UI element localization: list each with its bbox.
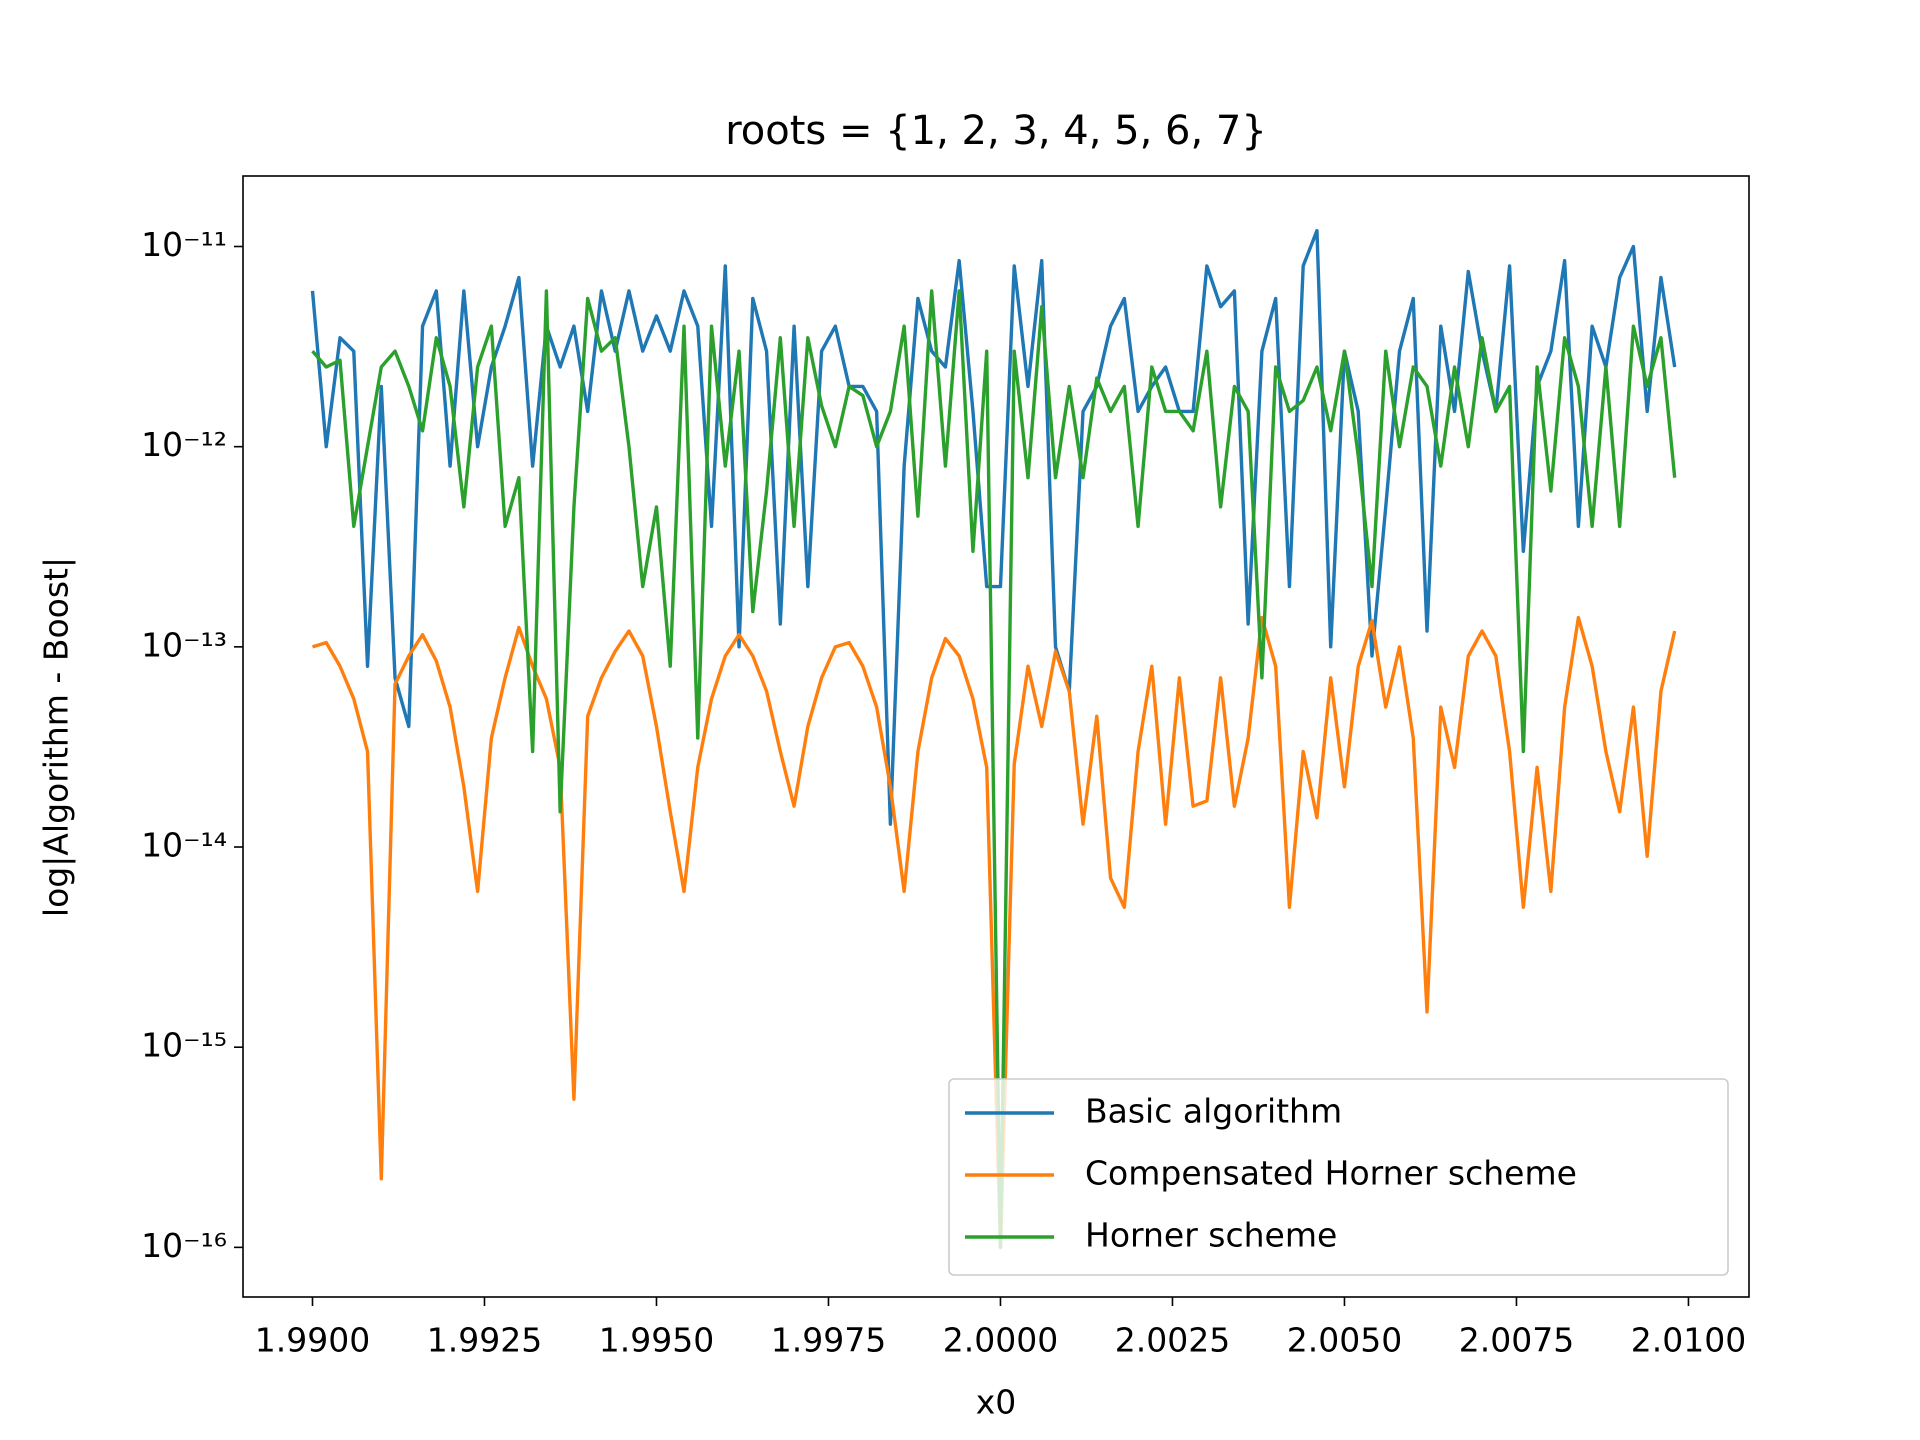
plot-frame (242, 175, 1750, 1298)
legend-label: Basic algorithm (1085, 1092, 1342, 1131)
x-tick-label: 2.0025 (1115, 1321, 1230, 1360)
x-tick-label: 1.9975 (771, 1321, 886, 1360)
series-line (311, 289, 1677, 1250)
x-tick-label: 1.9925 (427, 1321, 542, 1360)
x-tick-label: 2.0075 (1459, 1321, 1574, 1360)
x-tick-label: 1.9950 (599, 1321, 714, 1360)
chart-title: roots = {1, 2, 3, 4, 5, 6, 7} (725, 108, 1267, 154)
y-axis-label: log|Algorithm - Boost| (37, 557, 76, 917)
series-line (311, 615, 1677, 1250)
legend-label: Compensated Horner scheme (1085, 1154, 1577, 1193)
x-tick-label: 2.0050 (1287, 1321, 1402, 1360)
legend-label: Horner scheme (1085, 1216, 1337, 1255)
series-line (310, 228, 1677, 826)
legend-box (948, 1078, 1729, 1276)
x-tick-label: 2.0100 (1631, 1321, 1746, 1360)
x-tick-label: 1.9900 (255, 1321, 370, 1360)
y-tick-label: 10⁻¹⁵ (141, 1026, 227, 1065)
y-tick-label: 10⁻¹¹ (141, 225, 227, 264)
y-tick-label: 10⁻¹² (141, 425, 227, 464)
x-tick-label: 2.0000 (943, 1321, 1058, 1360)
y-tick-label: 10⁻¹⁴ (141, 826, 227, 865)
y-tick-label: 10⁻¹³ (141, 625, 227, 664)
y-tick-label: 10⁻¹⁶ (141, 1226, 227, 1265)
x-axis-label: x0 (976, 1383, 1017, 1422)
